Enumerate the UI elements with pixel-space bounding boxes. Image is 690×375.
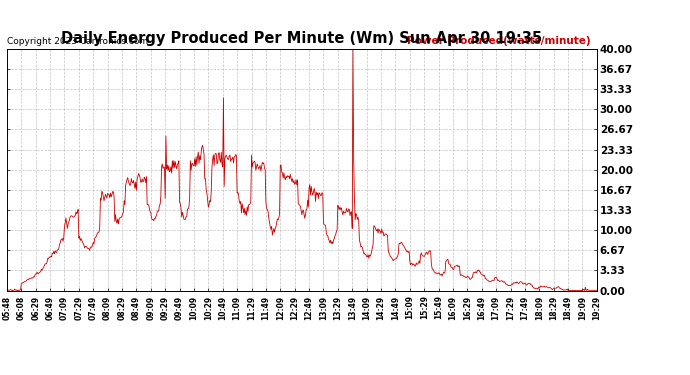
Title: Daily Energy Produced Per Minute (Wm) Sun Apr 30 19:35: Daily Energy Produced Per Minute (Wm) Su… bbox=[61, 31, 542, 46]
Text: Power Produced(watts/minute): Power Produced(watts/minute) bbox=[407, 36, 591, 46]
Text: Copyright 2023 Cartronics.com: Copyright 2023 Cartronics.com bbox=[7, 38, 148, 46]
